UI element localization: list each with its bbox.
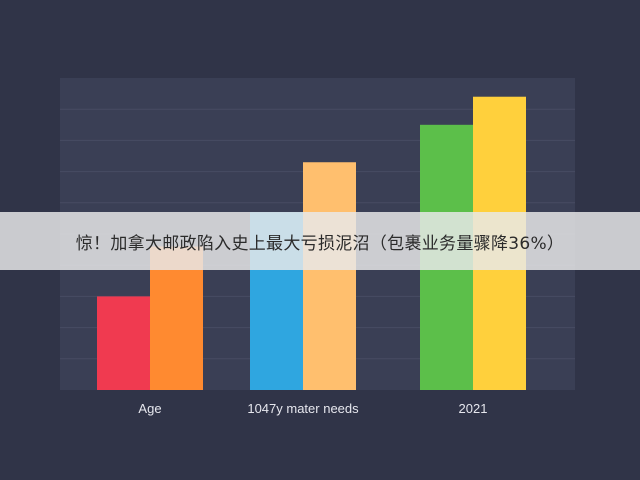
headline-text: 惊！加拿大邮政陷入史上最大亏损泥沼（包裹业务量骤降36%） [75,233,565,254]
headline-banner: 惊！加拿大邮政陷入史上最大亏损泥沼（包裹业务量骤降36%） [0,212,640,270]
x-tick-label: 1047y mater needs [247,401,359,416]
bar-2-series-2 [303,162,356,390]
bar-1-series-1 [97,296,150,390]
x-tick-labels: Age 1047y mater needs 2021 [138,401,487,416]
x-tick-label: Age [138,401,161,416]
bar-1-series-2 [150,246,203,390]
x-tick-label: 2021 [459,401,488,416]
